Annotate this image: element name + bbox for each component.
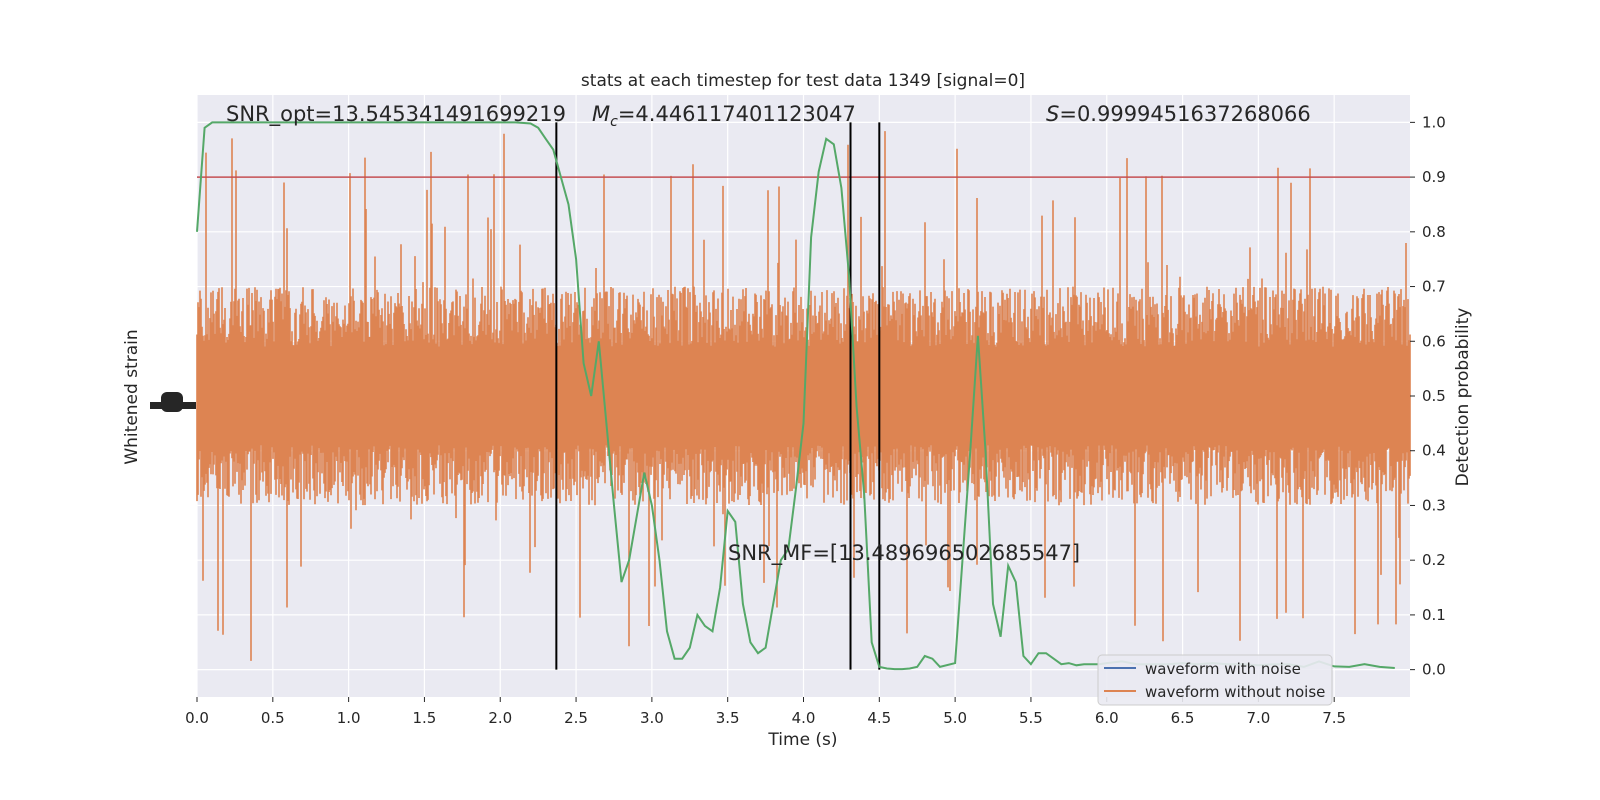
- y-tick-label: 0.5: [1422, 387, 1446, 405]
- vertical-markers: [555, 122, 881, 670]
- y-tick-label: 0.4: [1422, 442, 1446, 460]
- x-tick-label: 2.0: [488, 709, 512, 727]
- x-tick-label: 4.0: [792, 709, 816, 727]
- x-tick-label: 6.0: [1095, 709, 1119, 727]
- mc-symbol: M: [592, 102, 610, 126]
- annotation-snr-mf: SNR_MF=[13.489696502685547]: [728, 541, 1080, 566]
- y-axis-right-ticks: 0.0 0.1 0.2 0.3 0.4 0.5 0.6 0.7 0.8 0.9 1.0: [1410, 113, 1446, 679]
- x-tick-label: 1.5: [413, 709, 437, 727]
- x-tick-label: 4.5: [867, 709, 891, 727]
- x-tick-label: 3.0: [640, 709, 664, 727]
- x-tick-label: 1.0: [337, 709, 361, 727]
- s-value: =0.9999451637268066: [1059, 102, 1310, 126]
- legend-label-without-noise: waveform without noise: [1145, 683, 1325, 701]
- y-tick-label: 0.7: [1422, 278, 1446, 296]
- x-tick-label: 3.5: [716, 709, 740, 727]
- s-symbol: S: [1046, 102, 1059, 126]
- x-axis-label: Time (s): [767, 730, 837, 750]
- x-axis-ticks: 0.0 0.5 1.0 1.5 2.0 2.5 3.0 3.5 4.0 4.5 5.0 5.5 6.0 6…: [185, 697, 1346, 727]
- legend-label-with-noise: waveform with noise: [1145, 660, 1301, 678]
- chart-title: stats at each timestep for test data 134…: [581, 71, 1025, 91]
- annotation-snr-opt: SNR_opt=13.545341491699219: [226, 102, 566, 127]
- mc-value: =4.446117401123047: [618, 102, 856, 126]
- y-tick-label: 1.0: [1422, 113, 1446, 131]
- legend-box: [1097, 654, 1333, 706]
- y-tick-label: 0.0: [1422, 661, 1446, 679]
- y-tick-label: 0.8: [1422, 223, 1446, 241]
- x-tick-label: 7.5: [1322, 709, 1346, 727]
- x-tick-label: 5.0: [943, 709, 967, 727]
- x-tick-label: 2.5: [564, 709, 588, 727]
- left-axis-tick-clutter: [150, 392, 196, 412]
- y-tick-label: 0.3: [1422, 496, 1446, 514]
- x-tick-label: 5.5: [1019, 709, 1043, 727]
- y-tick-label: 0.2: [1422, 551, 1446, 569]
- y-axis-left-label: Whitened strain: [122, 329, 142, 464]
- annotation-s: S=0.9999451637268066: [1046, 102, 1311, 126]
- x-tick-label: 6.5: [1171, 709, 1195, 727]
- legend: waveform with noise waveform without noi…: [1097, 654, 1333, 706]
- y-tick-label: 0.1: [1422, 606, 1446, 624]
- mc-subscript: c: [610, 114, 618, 130]
- y-axis-right-label: Detection probability: [1453, 308, 1473, 487]
- annotation-mc: Mc=4.446117401123047: [592, 102, 856, 130]
- x-tick-label: 0.0: [185, 709, 209, 727]
- x-tick-label: 0.5: [261, 709, 285, 727]
- y-tick-label: 0.6: [1422, 332, 1446, 350]
- x-tick-label: 7.0: [1246, 709, 1270, 727]
- y-tick-label: 0.9: [1422, 168, 1446, 186]
